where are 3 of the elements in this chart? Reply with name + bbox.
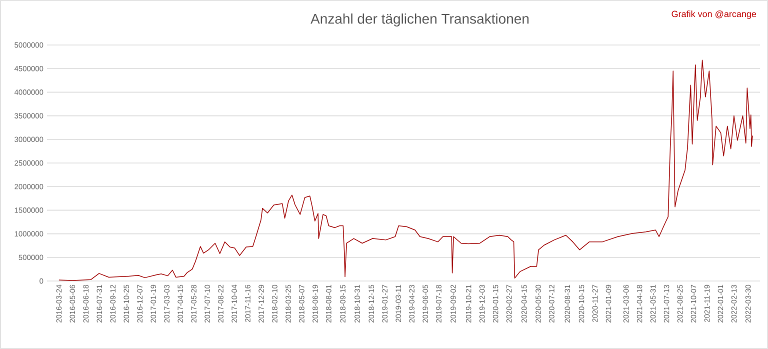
chart-title: Anzahl der täglichen Transaktionen xyxy=(310,13,529,27)
text: Grafik von @arcange xyxy=(672,10,756,19)
line-series xyxy=(58,60,753,281)
